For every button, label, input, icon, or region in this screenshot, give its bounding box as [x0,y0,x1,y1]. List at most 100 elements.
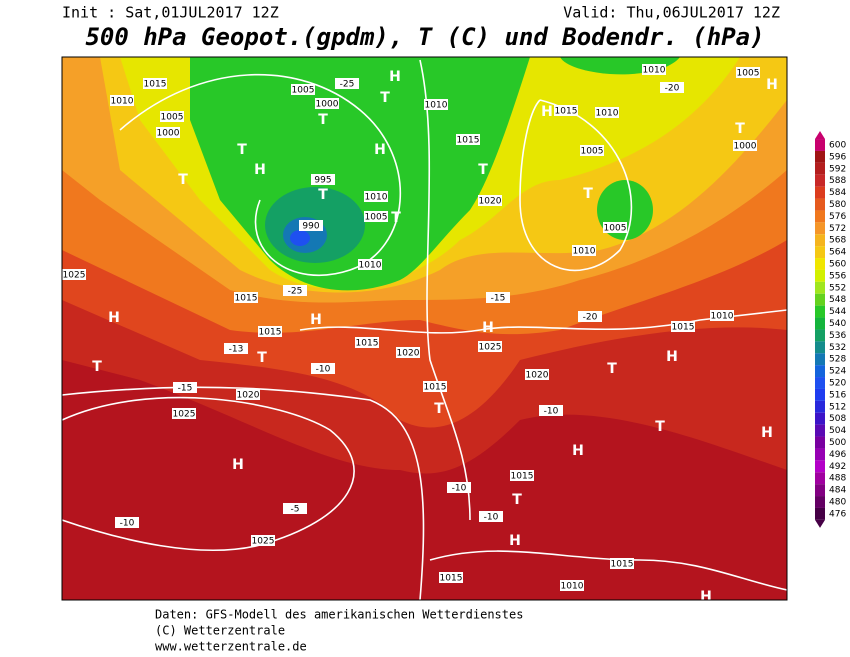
isobar [429,550,787,591]
colorbar-swatch [815,388,825,401]
label-box [554,105,578,116]
colorbar-swatch [815,234,825,247]
map-label: 1015 [259,328,282,338]
map-label: 1000 [734,142,757,152]
map-label: 1010 [573,247,596,257]
map-label: 1015 [144,80,167,90]
colorbar-swatch [815,353,825,366]
colorbar-label: 560 [829,260,846,270]
map-label: 995 [314,176,331,186]
map-label: 1010 [711,312,734,322]
colorbar-label: 536 [829,331,846,341]
map-label: 1015 [457,136,480,146]
label-box [510,470,534,481]
pressure-center: T [391,210,401,226]
colorbar-swatch [815,424,825,437]
colorbar-swatch [815,258,825,270]
map-label: 1020 [479,197,502,207]
map-label: 1025 [173,410,196,420]
pressure-center: H [700,589,712,605]
map-label: 1000 [316,100,339,110]
map-label: -25 [340,80,355,90]
colorbar-swatch [815,484,825,497]
label-box [560,580,584,591]
colorbar-swatch [815,472,825,485]
pressure-center: T [318,187,328,203]
label-box [595,107,619,118]
label-box [172,408,196,419]
colorbar-swatch [815,317,825,330]
colorbar-swatch [815,412,825,425]
colorbar-label: 512 [829,402,846,412]
colorbar-label: 528 [829,355,846,365]
colorbar-label: 588 [829,176,846,186]
colorbar-swatch [815,246,825,259]
pressure-center: T [583,186,593,202]
label-box [423,381,447,392]
label-box [603,222,627,233]
map-label: 1015 [356,339,379,349]
map-label: 1025 [252,537,275,547]
label-box [311,174,335,185]
label-box [173,382,197,393]
colorbar-swatch [815,377,825,389]
map-label: 1010 [365,193,388,203]
pressure-center: T [380,90,390,106]
colorbar-label: 568 [829,236,846,246]
colorbar-label: 480 [829,498,846,508]
colorbar-swatch [815,496,825,508]
colorbar-swatch [815,460,825,473]
map-label: 1015 [555,107,578,117]
colorbar-label: 500 [829,438,846,448]
colorbar-swatch [815,210,825,223]
label-box [456,134,480,145]
pressure-center: T [92,359,102,375]
label-box [642,64,666,75]
label-box [572,245,596,256]
isobar [299,309,787,334]
pressure-center: T [237,142,247,158]
map-label: 1010 [359,261,382,271]
label-box [396,347,420,358]
label-box [671,321,695,332]
map-label: 990 [302,222,319,232]
label-box [364,211,388,222]
colorbar-arrow [815,519,825,528]
map-label: 1005 [604,224,627,234]
footer-source: Daten: GFS-Modell des amerikanischen Wet… [155,608,523,622]
isobar [519,99,633,272]
label-box [311,363,335,374]
label-box [315,98,339,109]
colorbar-label: 596 [829,152,846,162]
map-label: -10 [484,513,499,523]
map-label: 1005 [581,147,604,157]
colorbar-swatch [815,448,825,461]
map-label: 1020 [526,371,549,381]
colorbar-arrow [815,131,825,140]
footer-url: www.wetterzentrale.de [155,640,307,654]
label-box [160,111,184,122]
init-time: Init : Sat,01JUL2017 12Z [62,4,279,22]
pressure-center: T [512,492,522,508]
label-box [358,259,382,270]
map-label: -10 [120,519,135,529]
label-box [283,285,307,296]
label-box [486,292,510,303]
label-box [234,292,258,303]
colorbar-swatch [815,139,825,151]
label-box [479,511,503,522]
map-label: 1015 [440,574,463,584]
label-box [258,326,282,337]
label-box [525,369,549,380]
map-label: 1015 [611,560,634,570]
label-box [143,78,167,89]
label-box [539,405,563,416]
label-box [62,269,86,280]
pressure-center: H [108,310,120,326]
map-label: -20 [665,84,680,94]
label-box [156,127,180,138]
colorbar-label: 540 [829,319,846,329]
label-box [299,220,323,231]
colorbar-swatch [815,293,825,306]
colorbar-swatch [815,150,825,163]
